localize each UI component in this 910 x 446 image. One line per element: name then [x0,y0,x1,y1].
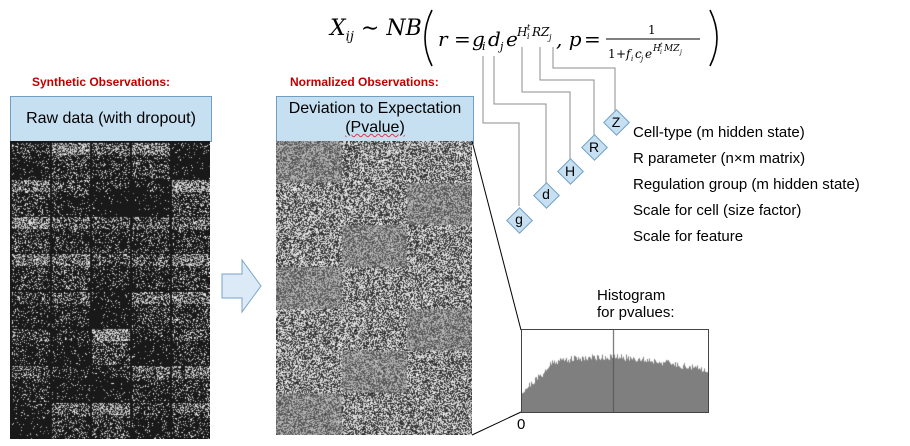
svg-text:=: = [584,27,601,51]
svg-text:r: r [438,27,449,51]
nb-formula: Xij ∼ NB [330,16,422,44]
svg-text:c: c [635,47,642,61]
legend-item-r: R parameter (n×m matrix) [633,150,806,167]
histogram-axis-zero: 0 [517,416,526,433]
r-symbol: R [588,139,600,155]
svg-text:, p: , p [556,27,582,51]
formula-dist: NB [386,16,422,41]
legend-item-h: Regulation group (m hidden state) [633,176,860,193]
z-symbol: Z [611,114,621,130]
legend-item-g: Scale for feature [633,228,744,245]
formula-lhs: X [330,16,346,41]
svg-text:+: + [616,47,626,61]
svg-text:=: = [454,27,471,51]
svg-text:i: i [660,49,662,56]
svg-text:g: g [472,27,485,51]
svg-text:j: j [497,40,504,53]
g-symbol: g [515,211,523,227]
svg-text:e: e [506,27,518,51]
svg-text:d: d [488,27,501,51]
svg-text:f: f [625,47,633,61]
svg-text:i: i [527,32,530,41]
normalized-section-title: Normalized Observations: [290,75,439,89]
legend-item-d: Scale for cell (size factor) [633,202,802,219]
svg-text:e: e [645,47,652,61]
raw-data-matrix-canvas [10,141,210,439]
raw-data-matrix [10,141,210,439]
svg-text:H: H [516,25,528,39]
svg-text:t: t [527,23,531,32]
svg-text:H: H [652,44,661,54]
pvalue-histogram [521,329,709,413]
pvalue-matrix [276,141,472,435]
deviation-label-line2: (Pvalue) [345,119,405,136]
svg-text:i: i [482,40,486,53]
h-symbol: H [564,163,576,179]
raw-data-label: Raw data (with dropout) [26,110,196,127]
pvalue-histogram-canvas [522,330,708,412]
formula-tilde: ∼ [360,16,380,41]
legend-item-z: Cell-type (m hidden state) [633,124,805,141]
svg-text:MZ: MZ [663,44,680,54]
svg-text:j: j [547,33,552,42]
svg-text:j: j [639,55,644,63]
svg-text:t: t [660,42,663,49]
svg-text:RZ: RZ [531,25,550,39]
svg-text:1: 1 [608,47,616,61]
svg-text:1: 1 [648,23,656,37]
histogram-caption-line2: for pvalues: [597,304,675,321]
d-symbol: d [542,186,550,202]
deviation-label-box: Deviation to Expectation (Pvalue) [276,96,474,144]
histogram-caption-line1: Histogram [597,287,666,304]
variable-legend: Cell-type (m hidden state) R parameter (… [633,120,860,250]
formula-lhs-sub: ij [345,29,354,45]
histogram-caption: Histogram for pvalues: [597,287,675,321]
synthetic-section-title: Synthetic Observations: [32,75,171,89]
right-arrow-icon [221,258,262,314]
deviation-label-line1: Deviation to Expectation [288,100,462,117]
pvalue-matrix-canvas [276,141,472,435]
svg-text:j: j [678,49,682,56]
svg-text:i: i [631,55,633,63]
